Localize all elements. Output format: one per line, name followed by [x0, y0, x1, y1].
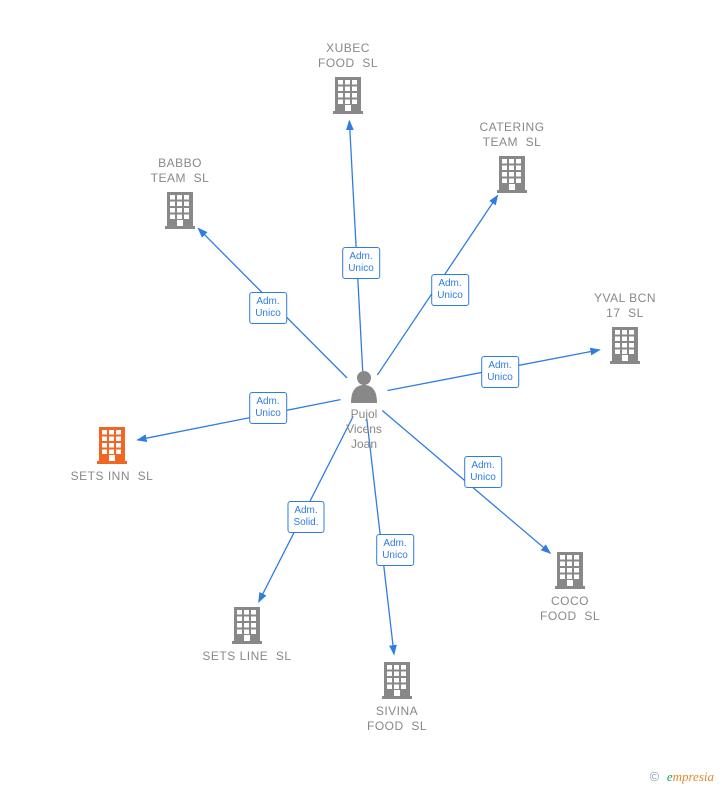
building-icon[interactable]: [333, 77, 363, 114]
node-label: SETS LINE SL: [202, 649, 291, 664]
building-icon[interactable]: [97, 427, 127, 464]
person-icon[interactable]: [351, 371, 377, 403]
footer-credit: © empresia: [650, 769, 714, 785]
node-label: CATERING TEAM SL: [479, 120, 544, 150]
node-label: XUBEC FOOD SL: [318, 41, 378, 71]
node-label: SIVINA FOOD SL: [367, 704, 427, 734]
edge-label[interactable]: Adm. Solid.: [287, 501, 324, 533]
edge-label[interactable]: Adm. Unico: [431, 274, 469, 306]
edge-label[interactable]: Adm. Unico: [481, 356, 519, 388]
node-label: SETS INN SL: [71, 469, 154, 484]
edge-label[interactable]: Adm. Unico: [342, 247, 380, 279]
node-label: COCO FOOD SL: [540, 594, 600, 624]
building-icon[interactable]: [497, 156, 527, 193]
building-icon[interactable]: [610, 327, 640, 364]
edge-label[interactable]: Adm. Unico: [249, 292, 287, 324]
building-icon[interactable]: [555, 552, 585, 589]
edge-label[interactable]: Adm. Unico: [249, 392, 287, 424]
building-icon[interactable]: [382, 662, 412, 699]
copyright-symbol: ©: [650, 769, 660, 784]
edge-line: [138, 400, 341, 440]
edge-label[interactable]: Adm. Unico: [376, 534, 414, 566]
node-label: YVAL BCN 17 SL: [594, 291, 656, 321]
center-label: Pujol Vicens Joan: [346, 407, 382, 452]
edge-line: [349, 121, 362, 371]
network-canvas: [0, 0, 728, 795]
brand-rest: mpresia: [673, 769, 714, 784]
node-label: BABBO TEAM SL: [151, 156, 210, 186]
building-icon[interactable]: [165, 192, 195, 229]
edge-label[interactable]: Adm. Unico: [464, 456, 502, 488]
building-icon[interactable]: [232, 607, 262, 644]
